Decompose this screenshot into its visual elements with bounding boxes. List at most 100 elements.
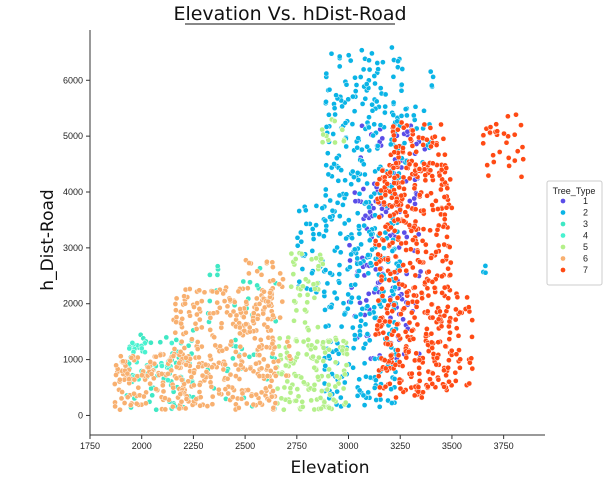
data-point [323,70,330,77]
data-point [366,124,372,131]
data-point [389,44,395,51]
data-point [361,222,368,229]
data-point [429,314,436,321]
data-point [386,318,393,325]
data-point [298,374,305,381]
data-point [400,218,407,224]
data-point [355,294,362,301]
y-ticks: 0 1000 2000 3000 4000 5000 6000 [63,75,90,420]
data-point [395,234,402,241]
data-point [401,229,408,236]
data-point [218,320,225,327]
data-point [429,202,436,208]
data-point [183,396,190,402]
data-point [390,123,397,130]
data-point [419,237,426,244]
data-point [428,190,434,197]
data-point [288,250,295,257]
data-point [182,405,189,412]
data-point [357,311,364,318]
data-point [345,52,352,59]
data-point [298,251,305,257]
data-point [179,377,185,383]
data-point [400,145,406,151]
data-point [374,60,381,66]
data-point [325,338,332,345]
data-point [276,335,283,342]
data-point [378,187,384,194]
data-point [294,386,301,392]
data-point [265,298,272,305]
data-point [356,230,363,237]
data-point [447,329,453,336]
data-point [427,125,434,131]
data-point [337,249,344,256]
legend-marker [560,255,566,262]
data-point [496,149,503,155]
data-point [331,105,338,112]
data-point [413,304,420,310]
data-point [332,111,338,118]
data-point [327,270,333,276]
data-point [117,376,123,383]
data-point [309,226,316,232]
data-point [113,362,119,369]
y-tick-label: 0 [78,410,83,420]
data-point [367,260,374,267]
y-tick-label: 3000 [63,243,83,253]
data-point [379,293,386,299]
data-point [214,289,220,296]
data-point [505,113,511,120]
data-point [248,393,255,399]
data-point [402,328,409,335]
data-point [334,373,340,380]
data-point [167,357,174,364]
data-point [194,311,200,318]
data-point [391,191,398,197]
data-point [310,231,317,238]
data-point [353,82,360,88]
data-point [413,240,420,247]
data-point [349,324,356,331]
data-point [412,103,419,110]
data-point [320,344,327,351]
data-point [410,237,416,243]
data-point [505,133,511,140]
data-point [373,260,380,267]
data-point [389,248,396,254]
data-point [302,207,309,214]
data-point [293,373,299,379]
data-point [453,351,460,358]
data-point [411,185,418,192]
data-point [398,119,405,126]
data-point [173,337,180,343]
data-point [494,128,501,135]
data-point [288,283,295,290]
data-point [443,253,450,260]
data-point [311,294,318,301]
data-point [240,314,247,320]
data-point [173,314,180,321]
data-point [281,384,288,391]
data-point [366,204,372,211]
data-point [286,353,293,360]
data-point [411,292,417,299]
data-point [435,316,442,323]
data-point [393,144,400,150]
data-point [131,376,138,383]
data-point [350,364,356,371]
data-point [196,354,202,361]
data-point [424,136,430,143]
data-point [371,304,378,311]
data-point [386,277,393,283]
data-point [318,405,324,412]
data-point [121,400,128,406]
data-point [480,140,487,147]
data-point [316,231,323,237]
data-point [439,258,446,264]
data-point [438,186,444,193]
data-point [406,198,413,204]
data-point [315,263,322,270]
data-point [395,216,401,223]
data-point [374,143,381,149]
